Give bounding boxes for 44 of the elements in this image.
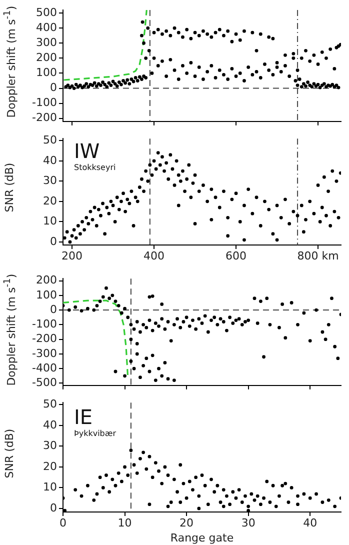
y-tick-label: 40 bbox=[43, 418, 57, 432]
x-tick-label: 200 bbox=[62, 249, 83, 262]
x-tick-label: 600 bbox=[226, 249, 247, 262]
y-tick-label: 20 bbox=[43, 194, 57, 208]
y-tick-label: -200 bbox=[32, 111, 57, 124]
x-axis-title: Range gate bbox=[170, 531, 234, 544]
y-tick-label: 10 bbox=[43, 480, 57, 494]
x-tick-label: 20 bbox=[180, 516, 194, 530]
y-tick-label: 100 bbox=[36, 288, 57, 302]
y-tick-label: 20 bbox=[43, 460, 57, 473]
y-tick-label: 200 bbox=[36, 51, 57, 64]
y-tick-label: -100 bbox=[32, 96, 57, 110]
y-tick-label: 0 bbox=[50, 302, 57, 316]
x-tick-label: 0 bbox=[60, 516, 66, 530]
x-tick-label: 30 bbox=[241, 516, 256, 530]
y-tick-label: 0 bbox=[50, 501, 57, 514]
x-tick-label: 40 bbox=[303, 516, 318, 530]
y-tick-label: 0 bbox=[50, 81, 57, 94]
y-tick-label: 300 bbox=[36, 36, 57, 49]
y-tick-label: 30 bbox=[43, 174, 57, 188]
annotation: IE bbox=[74, 405, 93, 429]
y-tick-label: -300 bbox=[32, 346, 57, 360]
y-tick-label: 0 bbox=[50, 234, 57, 248]
x-tick-label: 400 bbox=[144, 249, 165, 262]
y-tick-label: 200 bbox=[36, 274, 57, 287]
x-tick-label: 10 bbox=[118, 516, 132, 530]
y-tick-label: -100 bbox=[32, 318, 57, 331]
y-tick-label: 50 bbox=[43, 398, 57, 411]
annotation: Stokkseyri bbox=[74, 163, 116, 172]
y-tick-label: 500 bbox=[36, 6, 57, 19]
y-tick-label: 400 bbox=[36, 20, 57, 34]
annotation: IW bbox=[74, 139, 100, 163]
y-tick-label: -500 bbox=[32, 376, 57, 390]
y-tick-label: -400 bbox=[32, 361, 57, 374]
y-tick-label: 10 bbox=[43, 214, 57, 228]
y-axis-title: SNR (dB) bbox=[4, 162, 16, 212]
y-tick-label: 40 bbox=[43, 154, 57, 167]
y-tick-label: -200 bbox=[32, 332, 57, 346]
y-tick-label: 100 bbox=[36, 66, 57, 80]
x-tick-label: 800 km bbox=[297, 249, 339, 262]
annotation: Þykkvibær bbox=[74, 429, 116, 438]
y-tick-label: 30 bbox=[43, 439, 57, 452]
y-tick-label: 50 bbox=[43, 133, 57, 146]
y-axis-title: SNR (dB) bbox=[4, 428, 16, 478]
